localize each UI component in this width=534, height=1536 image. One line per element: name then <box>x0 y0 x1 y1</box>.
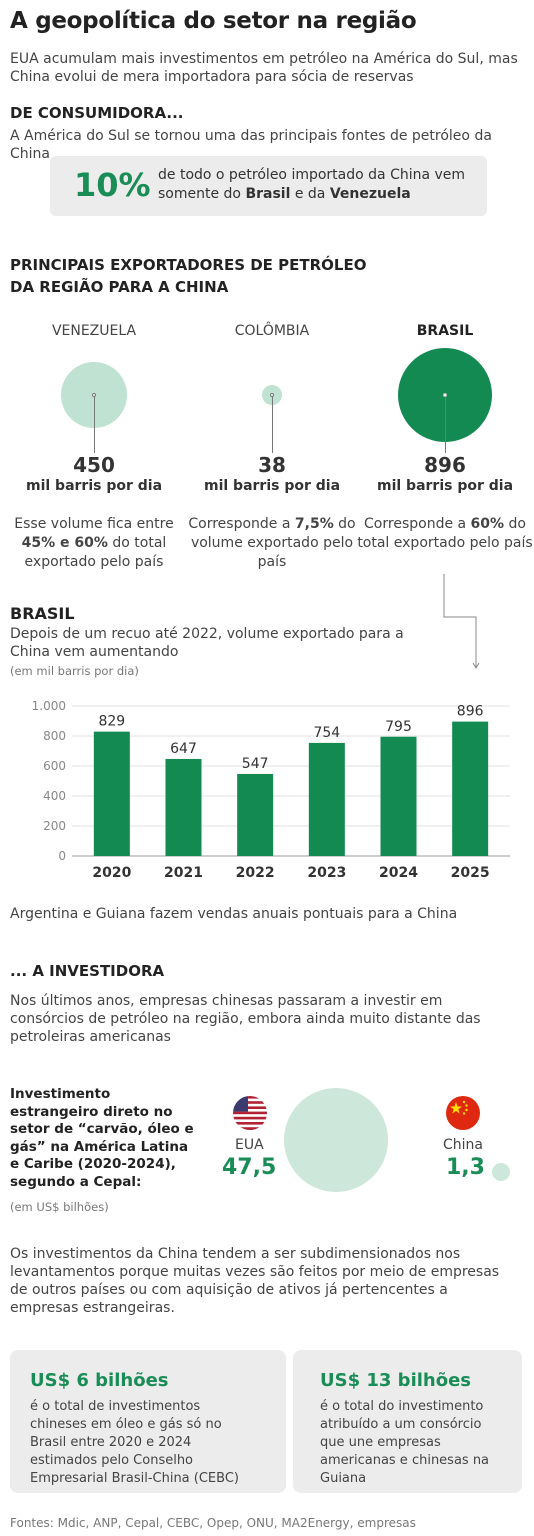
china-circle <box>492 1163 510 1181</box>
y-tick-label: 200 <box>43 819 66 833</box>
usa-value: 47,5 <box>222 1155 277 1180</box>
fdi-unit: (em US$ bilhões) <box>10 1200 109 1214</box>
usa-label: EUA <box>235 1137 264 1153</box>
bar <box>237 773 274 856</box>
consumer-heading: DE CONSUMIDORA... <box>10 104 184 122</box>
card-brasil-investment: US$ 6 bilhões é o total de investimentos… <box>10 1350 286 1493</box>
china-value: 1,3 <box>446 1155 485 1180</box>
usa-circle <box>284 1088 388 1192</box>
card-guiana-investment: US$ 13 bilhões é o total do investimento… <box>293 1350 522 1493</box>
connector-line <box>443 574 480 669</box>
bar <box>165 758 202 856</box>
card-text-13bi: é o total do investimento atribuído a um… <box>320 1399 490 1486</box>
y-tick-label: 800 <box>43 729 66 743</box>
exporter-value-brasil: 896 <box>424 453 466 477</box>
bar <box>452 721 489 856</box>
exporter-name-colombia: COLÔMBIA <box>234 323 310 339</box>
exporter-desc-brasil: Corresponde a 60% do total exportado pel… <box>357 516 533 551</box>
exporter-unit-colombia: mil barris por dia <box>203 478 341 494</box>
sources: Fontes: Mdic, ANP, Cepal, CEBC, Opep, ON… <box>10 1516 416 1530</box>
data-label: 829 <box>98 714 125 730</box>
china-flag-icon <box>446 1096 480 1130</box>
x-tick-label: 2025 <box>451 865 490 881</box>
y-tick-label: 400 <box>43 789 66 803</box>
x-tick-label: 2022 <box>236 865 275 881</box>
bar <box>93 731 130 856</box>
data-label: 754 <box>313 725 340 741</box>
exporter-value-venezuela: 450 <box>73 453 115 477</box>
investor-heading: ... A INVESTIDORA <box>10 962 165 980</box>
exporter-unit-venezuela: mil barris por dia <box>25 478 163 494</box>
exporter-value-colombia: 38 <box>258 453 286 477</box>
exporter-desc-colombia: Corresponde a 7,5% do volume exportado p… <box>188 516 356 570</box>
data-label: 547 <box>242 756 269 772</box>
exporter-circle-brasil <box>356 348 534 453</box>
exporter-name-venezuela: VENEZUELA <box>51 323 137 339</box>
investor-text: Nos últimos anos, empresas chinesas pass… <box>10 993 481 1045</box>
data-label: 647 <box>170 741 197 757</box>
china-underestimation-text: Os investimentos da China tendem a ser s… <box>10 1246 500 1316</box>
y-tick-label: 0 <box>58 849 66 863</box>
brasil-heading: BRASIL <box>10 604 75 623</box>
fdi-label: Investimento estrangeiro direto no setor… <box>10 1086 194 1190</box>
exporter-unit-brasil: mil barris por dia <box>376 478 514 494</box>
card-value-13bi: US$ 13 bilhões <box>320 1370 472 1391</box>
consumer-text: A América do Sul se tornou uma das princ… <box>10 128 492 162</box>
callout-venezuela: Venezuela <box>329 186 411 202</box>
exporter-desc-venezuela: Esse volume fica entre 45% e 60% do tota… <box>14 516 174 570</box>
page-title: A geopolítica do setor na região <box>10 8 417 34</box>
callout-value: 10% <box>74 166 151 204</box>
card-value-6bi: US$ 6 bilhões <box>30 1370 169 1391</box>
data-label: 795 <box>385 719 412 735</box>
exporter-circle-venezuela <box>5 350 183 453</box>
page-subtitle: EUA acumulam mais investimentos em petró… <box>10 51 518 85</box>
x-tick-label: 2023 <box>307 865 346 881</box>
bar <box>380 736 417 856</box>
x-tick-label: 2020 <box>92 865 131 881</box>
callout-box: 10% de todo o petróleo importado da Chin… <box>50 156 487 216</box>
data-label: 896 <box>457 704 484 720</box>
callout-brasil: Brasil <box>245 186 291 202</box>
note-argentina-guiana: Argentina e Guiana fazem vendas anuais p… <box>10 906 458 922</box>
china-label: China <box>443 1137 483 1153</box>
callout-text: de todo o petróleo importado da China ve… <box>158 167 466 202</box>
brasil-unit-note: (em mil barris por dia) <box>10 664 139 678</box>
exporter-circle-colombia <box>183 350 361 453</box>
card-text-6bi: é o total de investimentos chineses em ó… <box>30 1399 239 1486</box>
bar-chart: 0 200 400 600 800 1.000 829 2020 647 2021 547 2022 7… <box>32 699 510 881</box>
x-tick-label: 2024 <box>379 865 418 881</box>
y-tick-label: 600 <box>43 759 66 773</box>
y-tick-label: 1.000 <box>32 699 66 713</box>
usa-flag-icon <box>233 1096 267 1130</box>
exporter-name-brasil: BRASIL <box>416 323 474 339</box>
bar <box>308 742 345 856</box>
exporters-heading: PRINCIPAIS EXPORTADORES DE PETRÓLEO DA R… <box>10 256 367 296</box>
brasil-subtitle: Depois de um recuo até 2022, volume expo… <box>10 626 404 660</box>
x-tick-label: 2021 <box>164 865 203 881</box>
